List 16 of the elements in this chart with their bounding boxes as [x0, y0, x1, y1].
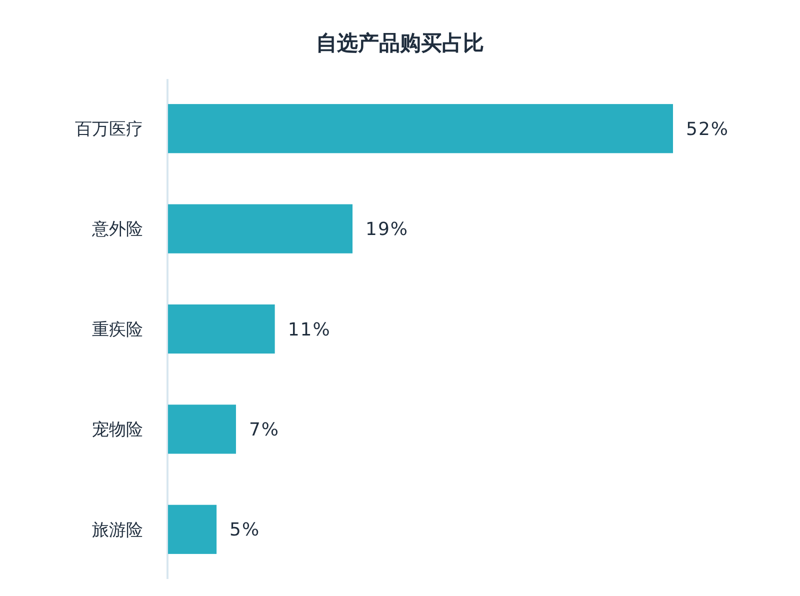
data-label: 19% [366, 219, 409, 240]
bar [168, 404, 236, 454]
bar [168, 304, 275, 354]
y-tick-label: 宠物险 [92, 420, 143, 440]
data-label: 5% [230, 520, 260, 541]
y-tick-label: 重疾险 [92, 320, 143, 340]
chart-title: 自选产品购买占比 [316, 31, 484, 55]
y-tick-label: 意外险 [91, 220, 143, 240]
y-tick-label: 旅游险 [92, 520, 143, 540]
bar [168, 204, 353, 254]
y-tick-label: 百万医疗 [75, 120, 143, 140]
bar [168, 104, 673, 154]
data-label: 7% [248, 420, 280, 440]
data-label: 52% [686, 118, 730, 140]
data-label: 11% [288, 319, 331, 340]
bar [168, 504, 217, 554]
